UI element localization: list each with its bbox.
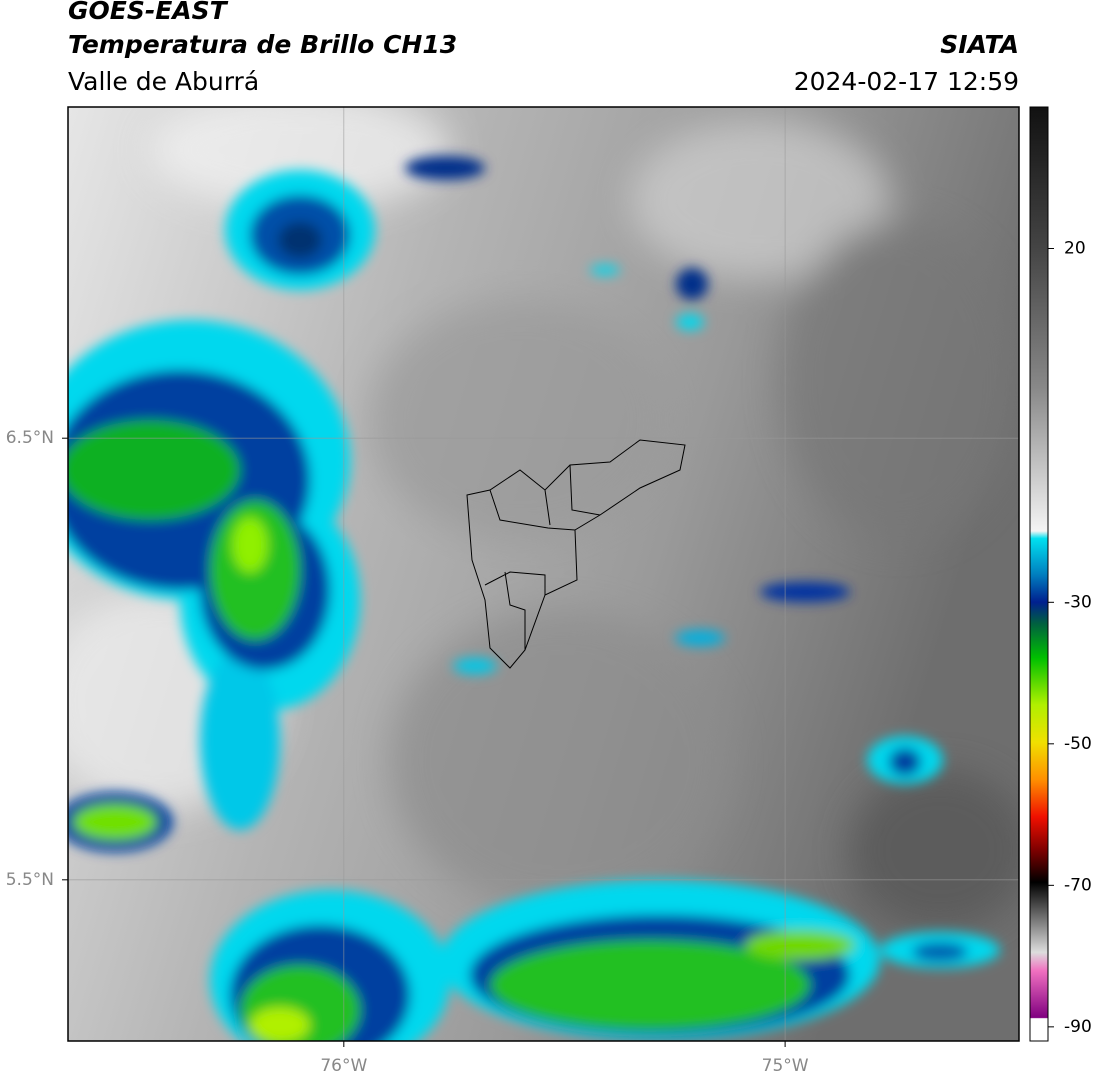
satellite-image — [68, 107, 1019, 1041]
colorbar-tick-label: -50 — [1064, 734, 1092, 754]
colorbar-tick-label: 20 — [1064, 239, 1086, 259]
graticule — [68, 107, 1019, 1041]
subtitle: Temperatura de Brillo CH13 — [68, 30, 457, 59]
valley-outline — [466, 439, 686, 669]
colorbar — [1029, 106, 1049, 1042]
colorbar-tick-label: -70 — [1064, 875, 1092, 895]
colorbar-tick-label: -30 — [1064, 592, 1092, 612]
colorbar-tick-label: -90 — [1064, 1017, 1092, 1037]
map-frame — [67, 106, 1020, 1042]
source: SIATA — [940, 30, 1019, 59]
title: GOES-EAST — [68, 0, 229, 25]
datetime: 2024-02-17 12:59 — [794, 67, 1019, 96]
x-tick-label: 75°W — [762, 1056, 809, 1076]
region: Valle de Aburrá — [68, 67, 259, 96]
y-tick-label: 6.5°N — [6, 428, 54, 448]
y-tick-label: 5.5°N — [6, 870, 54, 890]
x-tick-label: 76°W — [320, 1056, 367, 1076]
